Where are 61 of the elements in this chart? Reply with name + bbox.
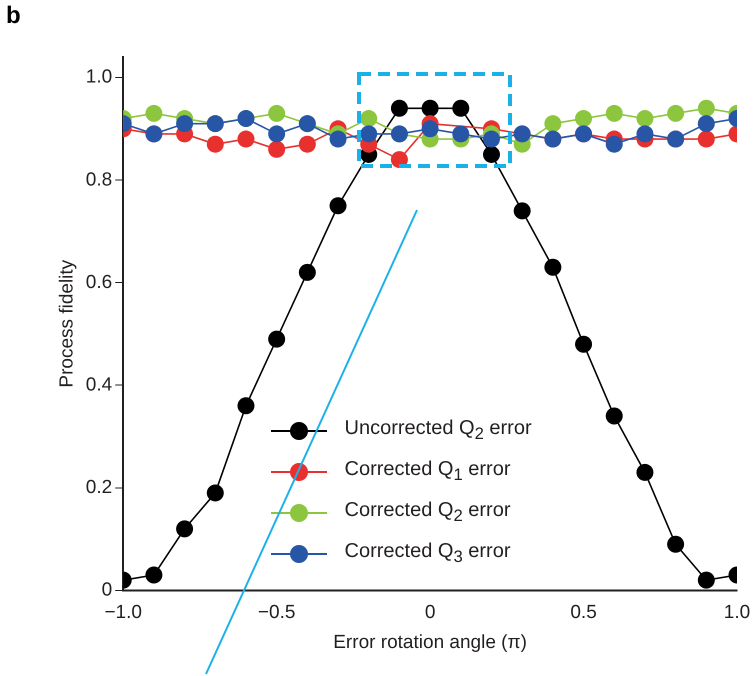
y-tick-label: 0.4 [86,374,113,396]
point [575,110,592,128]
point [145,566,162,584]
x-tick-label: 0 [424,602,436,624]
point [422,100,439,117]
point [390,100,408,117]
point [298,136,316,153]
x-tick-label: −1.0 [104,602,142,624]
point [360,110,378,128]
y-tick-label: 0.2 [86,477,112,498]
x-axis-title: Error rotation angle (π) [333,632,527,653]
point [237,397,254,414]
point [360,125,378,142]
y-tick-label: 0.8 [86,169,112,190]
point [698,130,715,148]
point [575,336,592,353]
point [206,136,224,153]
point [298,264,316,281]
point [698,100,715,117]
point [636,125,654,142]
x-tick-label: 1.0 [724,602,750,624]
text: b [6,2,21,30]
legend-label: Corrected Q$_{1}$ error [344,458,511,486]
point [482,146,500,163]
point [606,136,623,153]
legend-label: Corrected Q$_{2}$ error [344,499,511,526]
point [268,125,286,142]
point [268,104,286,122]
point [268,140,286,158]
point [237,130,254,148]
y-tick-label: 0 [102,580,112,601]
point [514,202,531,220]
y-tick-label: 0.6 [86,272,112,293]
legend-label: Corrected Q$_{3}$ error [344,540,511,568]
point [176,520,194,538]
point [330,197,347,214]
x-tick-label: −0.5 [258,602,296,624]
point [667,104,684,122]
point [544,258,562,276]
point [698,115,715,132]
point [452,100,470,117]
point [667,536,684,553]
point [145,104,162,122]
y-tick-label: 1.0 [86,66,112,88]
point [636,110,654,128]
point [636,464,654,481]
point [482,130,500,148]
point [206,484,224,502]
point [268,330,286,348]
point [452,125,470,142]
point [544,115,562,132]
point [606,408,623,425]
point [698,572,715,589]
point [176,115,194,132]
point [330,130,347,148]
point [422,120,439,138]
y-axis-title: Process fidelity [56,259,78,388]
point [390,151,408,168]
legend-label: Uncorrected Q$_{2}$ error [344,417,532,444]
point [606,104,623,122]
x-tick-label: 0.5 [570,602,597,624]
